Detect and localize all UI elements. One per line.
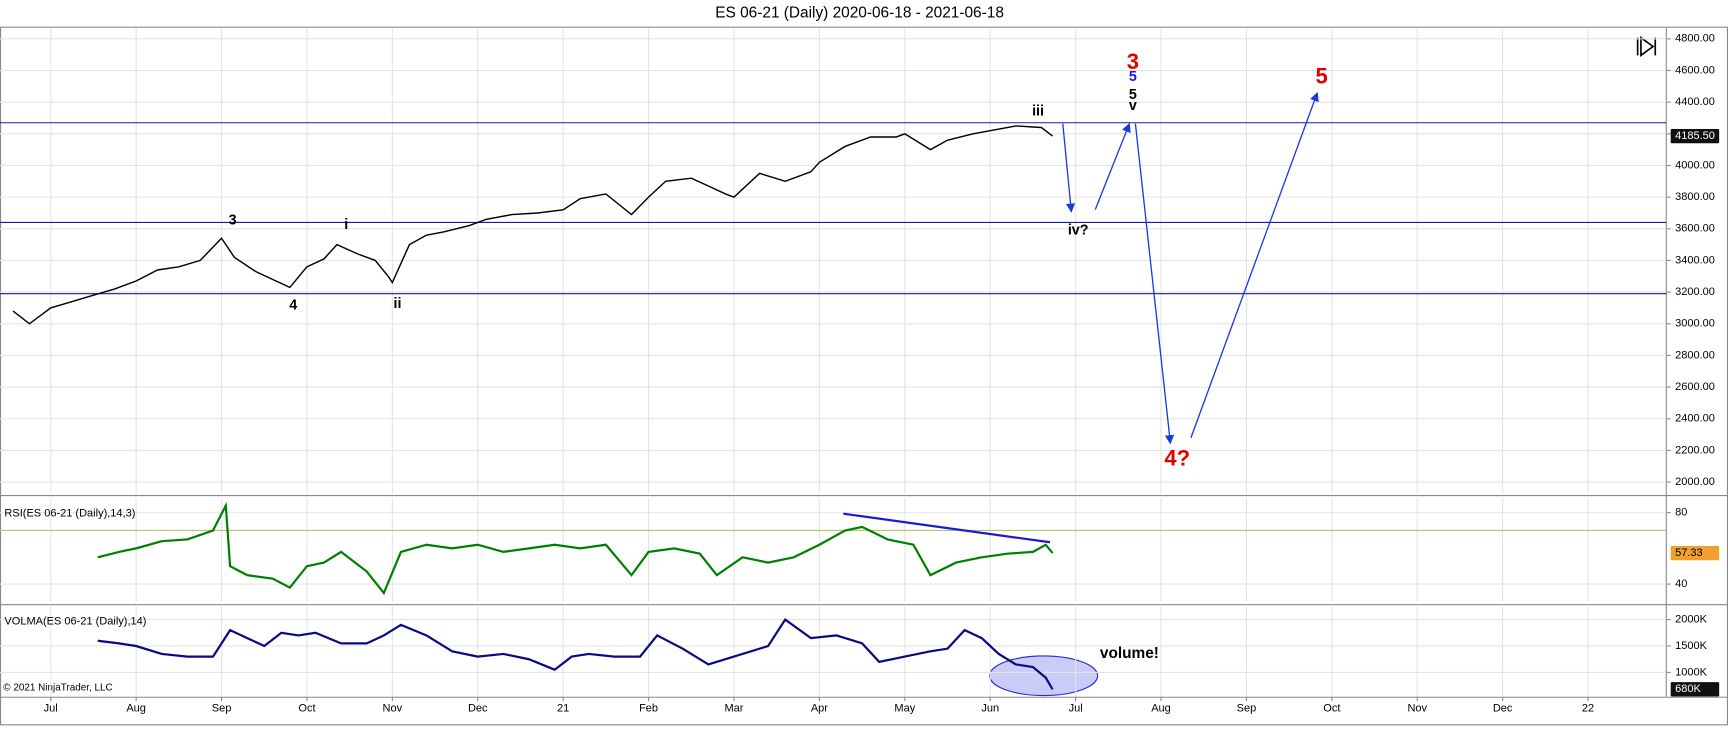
annotation: iv?: [1068, 222, 1089, 238]
annotation: 4: [289, 297, 297, 313]
x-tick-label: Oct: [1323, 703, 1340, 715]
annotation: 4?: [1164, 446, 1190, 471]
x-tick-label: Aug: [1151, 703, 1171, 715]
x-tick-label: Dec: [468, 703, 488, 715]
annotation: 3: [229, 213, 237, 229]
x-tick-label: Sep: [1237, 703, 1257, 715]
x-tick-label: Oct: [298, 703, 315, 715]
annotation: 5: [1129, 69, 1137, 85]
annotation: 5: [1129, 87, 1137, 103]
frame: [0, 26, 1728, 726]
chart-title: ES 06-21 (Daily) 2020-06-18 - 2021-06-18: [715, 5, 1004, 22]
last-value-box: [1670, 682, 1720, 697]
series-line: [97, 617, 1054, 690]
x-tick-label: Jul: [1069, 703, 1083, 715]
annotation: iii: [1032, 103, 1044, 119]
y-tick-label: 4000.00: [1675, 159, 1715, 171]
last-value-label: 4185.50: [1675, 130, 1715, 142]
x-tick-label: Apr: [811, 703, 828, 715]
y-tick-label: 4600.00: [1675, 64, 1715, 76]
annotation: 5: [1315, 63, 1327, 88]
icon: [1636, 36, 1657, 57]
annotation: ii: [394, 296, 402, 312]
y-tick-label: 3200.00: [1675, 286, 1715, 298]
x-tick-label: Feb: [639, 703, 658, 715]
x-tick-label: Aug: [126, 703, 146, 715]
x-tick-label: Dec: [1493, 703, 1513, 715]
x-tick-label: 21: [557, 703, 569, 715]
last-value-label: 680K: [1675, 683, 1701, 695]
y-tick-label: 2800.00: [1675, 349, 1715, 361]
y-tick-label: 2000K: [1675, 613, 1708, 625]
x-tick-label: Sep: [212, 703, 232, 715]
y-tick-label: 4400.00: [1675, 96, 1715, 108]
y-tick-label: 3800.00: [1675, 191, 1715, 203]
y-tick-label: 2600.00: [1675, 381, 1715, 393]
projection-arrow: [1094, 122, 1131, 210]
annotation: volume!: [1100, 645, 1159, 662]
projection-arrow: [1062, 123, 1076, 213]
series-line: [97, 501, 1054, 596]
x-tick-label: Jul: [44, 703, 58, 715]
y-tick-label: 3000.00: [1675, 318, 1715, 330]
y-tick-label: 4800.00: [1675, 33, 1715, 45]
copyright: © 2021 NinjaTrader, LLC: [3, 683, 112, 694]
y-tick-label: 3600.00: [1675, 223, 1715, 235]
y-tick-label: 2200.00: [1675, 444, 1715, 456]
y-tick-label: 2000.00: [1675, 476, 1715, 488]
annotation: i: [344, 217, 348, 233]
y-tick-label: 80: [1675, 507, 1687, 519]
panel-title: RSI(ES 06-21 (Daily),14,3): [4, 508, 135, 520]
last-value-label: 57.33: [1675, 547, 1703, 559]
panel-title: VOLMA(ES 06-21 (Daily),14): [4, 616, 146, 628]
x-tick-label: May: [894, 703, 915, 715]
projection-arrow: [1134, 123, 1175, 445]
last-value-box: [1670, 545, 1720, 561]
y-tick-label: 2400.00: [1675, 413, 1715, 425]
annotation: 3: [1127, 49, 1139, 74]
x-tick-label: Jun: [981, 703, 999, 715]
y-tick-label: 40: [1675, 578, 1687, 590]
annotation: v: [1129, 98, 1137, 114]
x-tick-label: Mar: [724, 703, 743, 715]
x-tick-label: 22: [1582, 703, 1594, 715]
y-tick-label: 1500K: [1675, 640, 1708, 652]
last-value-box: [1670, 128, 1720, 144]
y-tick-label: 3400.00: [1675, 254, 1715, 266]
projection-arrow: [1190, 91, 1319, 439]
x-tick-label: Nov: [383, 703, 403, 715]
trend-line: [843, 512, 1051, 544]
series-line: [12, 125, 1053, 325]
y-tick-label: 1000K: [1675, 666, 1708, 678]
x-tick-label: Nov: [1407, 703, 1427, 715]
